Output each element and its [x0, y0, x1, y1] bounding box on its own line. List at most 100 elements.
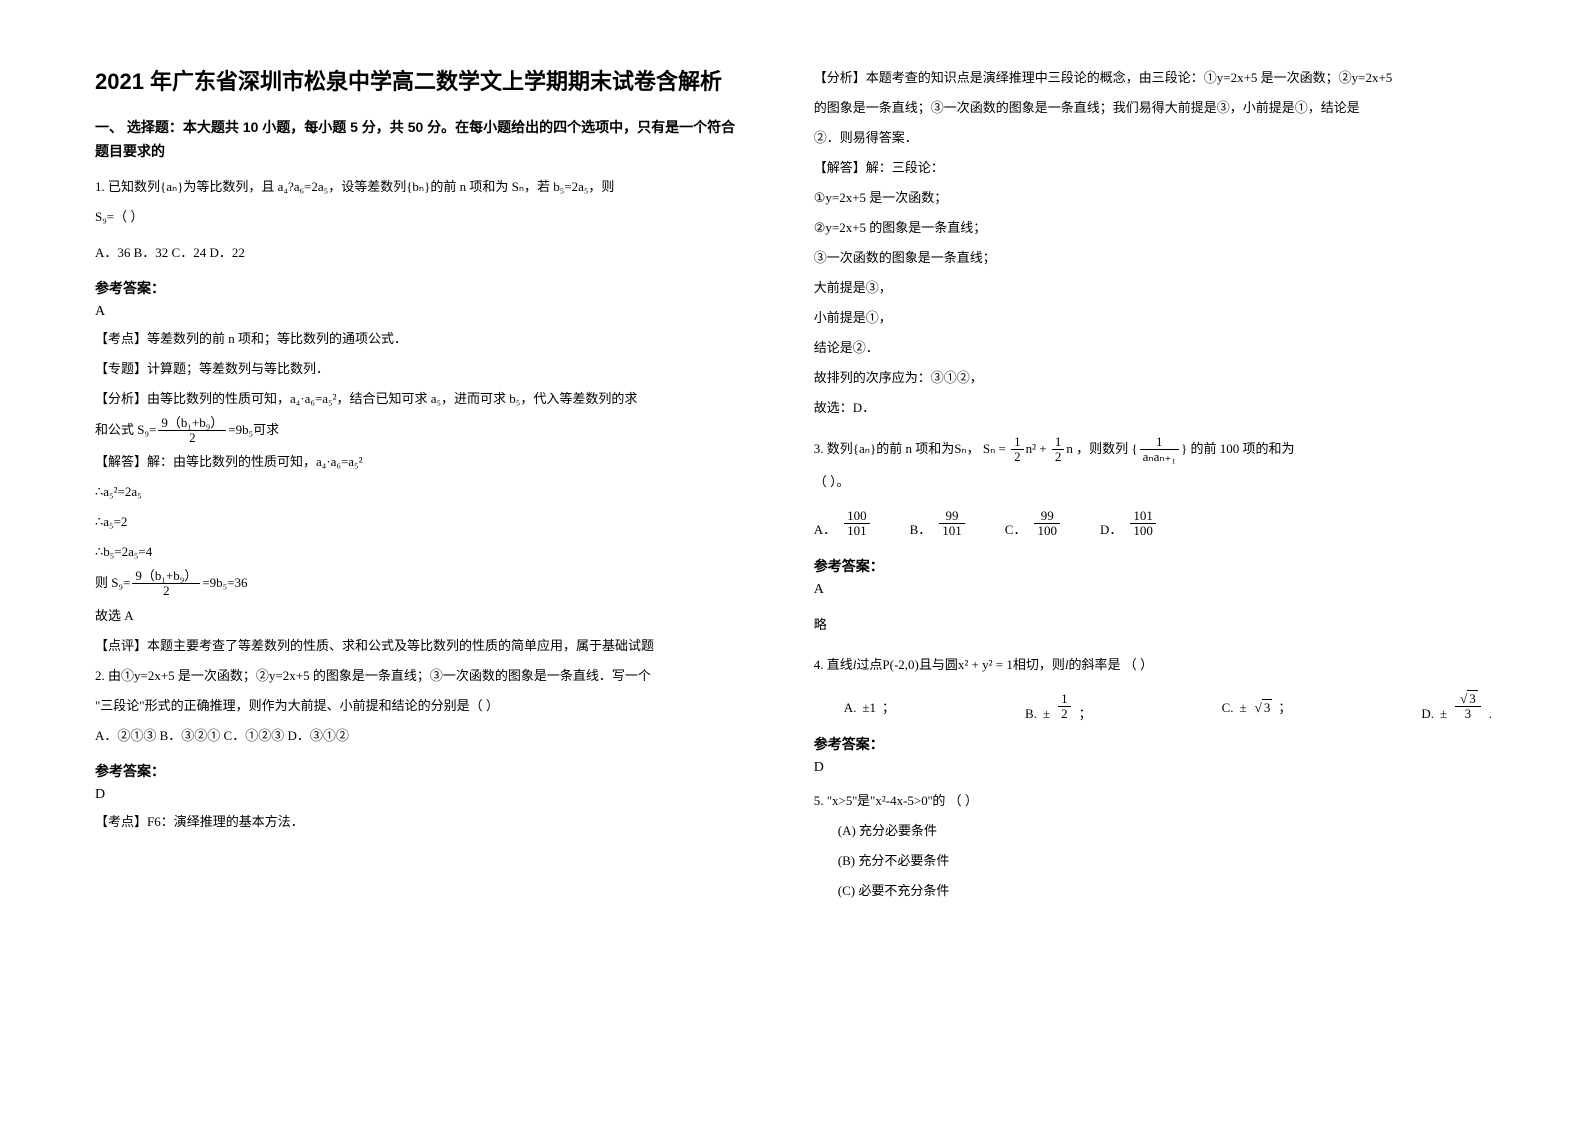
q3-an: {aₙ} [853, 441, 876, 456]
q4-opt-d: D. ±33. [1421, 692, 1492, 722]
fraction: 100101 [844, 509, 870, 539]
frac-num: 1 [1011, 435, 1024, 450]
q4-mid2: 且与圆 [919, 657, 958, 672]
frac-num: 99 [939, 509, 965, 524]
opt-label: B. [1025, 706, 1037, 722]
semicolon: ； [882, 697, 895, 716]
q3-mid1: 的前 n 项和为 [876, 441, 954, 456]
fraction: 99101 [939, 509, 965, 539]
frac-num: 3 [1455, 692, 1481, 707]
q3-stem: 3. 数列{aₙ}的前 n 项和为Sₙ， Sₙ = 12n² + 12n ，则数… [814, 435, 1492, 465]
q4-opt-b: B. ±12 ； [1025, 692, 1092, 722]
q3-mid2: ，则数列 [1076, 441, 1128, 456]
semicolon: ； [1278, 697, 1291, 716]
frac-num: 1 [1058, 692, 1071, 707]
semicolon: ； [1079, 703, 1092, 722]
col2-p8: 大前提是③， [814, 275, 1492, 301]
section-heading: 一、 选择题：本大题共 10 小题，每小题 5 分，共 50 分。在每小题给出的… [95, 116, 749, 164]
radicand: 3 [1262, 699, 1273, 715]
frac-den: 2 [132, 584, 200, 598]
q4-pre: 4. 直线 [814, 657, 853, 672]
q1-a9-pre: 则 S₉= [95, 575, 130, 590]
fraction: 12 [1058, 692, 1071, 722]
fraction: 12 [1052, 435, 1065, 465]
frac-num: 101 [1130, 509, 1156, 524]
col2-p10: 结论是②． [814, 335, 1492, 361]
q3-opt-b: B． 99101 [910, 509, 967, 539]
radicand: 3 [1467, 690, 1478, 706]
left-column: 2021 年广东省深圳市松泉中学高二数学文上学期期末试卷含解析 一、 选择题：本… [95, 65, 749, 1057]
fraction: 101100 [1130, 509, 1156, 539]
frac-num: 9（b₁+b₉） [158, 416, 226, 431]
q3-sneq: Sₙ = [983, 441, 1006, 456]
q1-a4-post: =9b₅可求 [228, 421, 279, 436]
q1-analysis-3: 【分析】由等比数列的性质可知，a₄·a₆=a₅²，结合已知可求 a₅，进而可求 … [95, 386, 749, 412]
q1-stem-2: S₉=（ ） [95, 204, 749, 230]
col2-p4: 【解答】解：三段论： [814, 155, 1492, 181]
q4-pt: P(-2,0) [882, 657, 918, 672]
frac-den: 101 [939, 524, 965, 538]
q4-mid1: 过点 [856, 657, 882, 672]
opt-label: C. [1222, 700, 1234, 716]
q2-analysis-1: 【考点】F6：演绎推理的基本方法． [95, 809, 749, 835]
opt-label: D. [1421, 706, 1434, 722]
opt-label: B． [910, 519, 932, 538]
q3-opt-d: D． 101100 [1100, 509, 1158, 539]
q2-options: A．②①③ B．③②① C．①②③ D．③①② [95, 723, 749, 749]
frac-num: 99 [1034, 509, 1060, 524]
q1-analysis-7: ∴a₅=2 [95, 509, 749, 535]
q3-bracket-l: { [1131, 441, 1137, 456]
q3-comma: ， [967, 441, 980, 456]
frac-num: 100 [844, 509, 870, 524]
q1-options: A．36 B．32 C．24 D．22 [95, 240, 749, 266]
q3-options: A． 100101 B． 99101 C． 99100 D． 101100 [814, 509, 1492, 539]
frac-den: 2 [1058, 707, 1071, 721]
q4-mid3: 相切，则 [1013, 657, 1065, 672]
q1-a3-post: ，结合已知可求 a₅，进而可求 b₅，代入等差数列的求 [336, 391, 637, 406]
q4-opt-a: A. ±1； [844, 697, 895, 716]
frac-num: 1 [1140, 435, 1179, 450]
pm: ± [1440, 706, 1447, 722]
q1-analysis-9: 则 S₉=9（b₁+b₉）2=9b₅=36 [95, 569, 749, 599]
col2-p5: ①y=2x+5 是一次函数； [814, 185, 1492, 211]
q3-skip: 略 [814, 612, 1492, 638]
q3-n2: n² + [1026, 441, 1047, 456]
pm: ± [1043, 706, 1050, 722]
opt-label: D． [1100, 519, 1122, 538]
q4-post: 的斜率是 （ ） [1068, 657, 1153, 672]
q5-opt-a: (A) 充分必要条件 [814, 818, 1492, 844]
frac-num: 1 [1052, 435, 1065, 450]
q1-analysis-4: 和公式 S₉=9（b₁+b₉）2=9b₅可求 [95, 416, 749, 446]
frac-den: 2 [158, 431, 226, 445]
fraction: 9（b₁+b₉）2 [158, 416, 226, 446]
col2-p12: 故选：D． [814, 395, 1492, 421]
right-column: 【分析】本题考查的知识点是演绎推理中三段论的概念，由三段论：①y=2x+5 是一… [814, 65, 1492, 1057]
q1-a6-seg: a₅²=2a₅ [103, 484, 141, 499]
col2-p11: 故排列的次序应为：③①②， [814, 365, 1492, 391]
q1-analysis-8: ∴b₅=2a₅=4 [95, 539, 749, 565]
frac-den: aₙaₙ₊₁ [1140, 450, 1179, 464]
q4-options: A. ±1； B. ±12； C. ±3； D. ±33. [844, 692, 1492, 722]
fraction: 99100 [1034, 509, 1060, 539]
q1-analysis-1: 【考点】等差数列的前 n 项和；等比数列的通项公式． [95, 326, 749, 352]
fraction: 12 [1011, 435, 1024, 465]
q1-analysis-11: 【点评】本题主要考查了等差数列的性质、求和公式及等比数列的性质的简单应用，属于基… [95, 633, 749, 659]
frac-den: 3 [1455, 707, 1481, 721]
q3-answer-letter: A [814, 582, 1492, 598]
q1-a9-post: =9b₅=36 [202, 575, 247, 590]
frac-num: 9（b₁+b₉） [132, 569, 200, 584]
col2-p1: 【分析】本题考查的知识点是演绎推理中三段论的概念，由三段论：①y=2x+5 是一… [814, 65, 1492, 91]
q3-post: 的前 100 项的和为 [1190, 441, 1294, 456]
frac-den: 100 [1034, 524, 1060, 538]
col2-p7: ③一次函数的图象是一条直线； [814, 245, 1492, 271]
q3-paren: （ ）。 [814, 469, 1492, 495]
q4-stem: 4. 直线l过点P(-2,0)且与圆x² + y² = 1相切，则l的斜率是 （… [814, 652, 1492, 678]
fraction: 1aₙaₙ₊₁ [1140, 435, 1179, 465]
q4-a-val: ±1 [862, 700, 876, 716]
q1-answer-letter: A [95, 304, 749, 320]
period: . [1489, 706, 1492, 722]
doc-title: 2021 年广东省深圳市松泉中学高二数学文上学期期末试卷含解析 [95, 65, 749, 98]
q1-a5-seg: a₄·a₆=a₅² [316, 454, 362, 469]
answer-label: 参考答案： [95, 278, 749, 298]
q4-circ: x² + y² = 1 [958, 657, 1013, 672]
